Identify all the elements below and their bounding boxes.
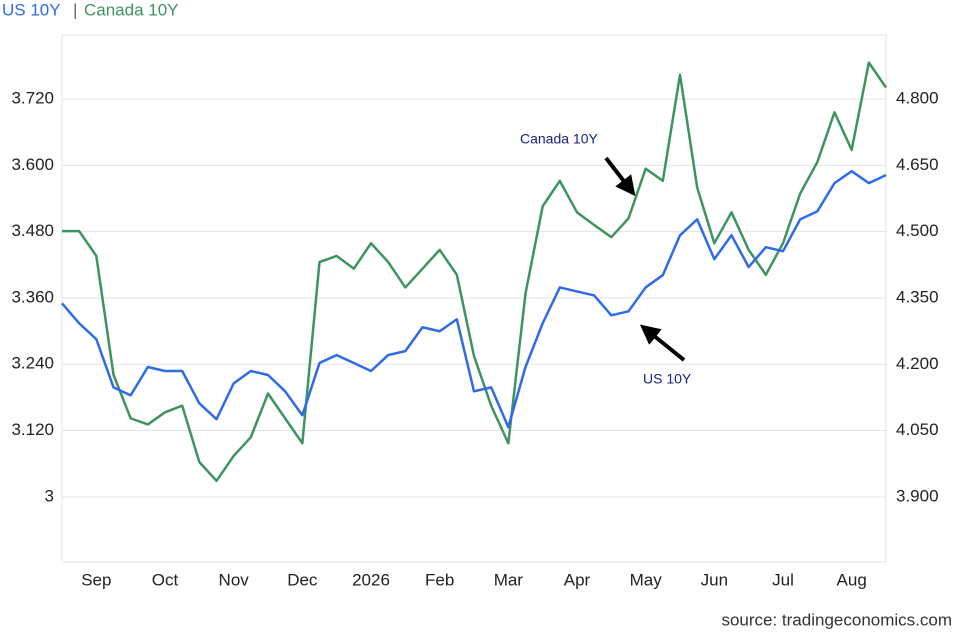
series-line [61,169,887,429]
y-tick-label: 3.720 [11,89,54,108]
x-tick-label: 2026 [352,570,390,589]
x-tick-label: Jun [701,570,728,589]
y2-tick-label: 4.050 [896,420,939,439]
grid [62,98,886,498]
y2-tick-label: 4.800 [896,89,939,108]
y2-tick-label: 4.350 [896,288,939,307]
lines [61,61,888,483]
y2-tick-label: 4.650 [896,155,939,174]
legend-us: US 10Y [2,0,61,19]
x-tick-label: Feb [425,570,454,589]
y-tick-label: 3.360 [11,287,54,306]
annotation: US 10Y [643,371,692,387]
annotation: Canada 10Y [520,131,599,147]
x-tick-label: Jul [772,570,794,589]
x-tick-label: Nov [219,570,250,589]
plot-frame [61,34,887,563]
y2-tick-label: 4.200 [896,354,939,373]
series-line [62,61,888,483]
y-tick-label: 3.240 [11,354,54,373]
y-tick-label: 3 [45,486,54,505]
x-tick-label: Dec [287,570,318,589]
x-tick-label: May [630,570,663,589]
source: source: tradingeconomics.com [721,610,952,629]
y-tick-label: 3.480 [11,221,54,240]
y2-tick-label: 4.500 [896,221,939,240]
y-tick-label: 3.600 [11,155,54,174]
x-tick-label: Mar [494,570,524,589]
x-tick-label: Aug [837,570,867,589]
x-tick-label: Sep [81,570,111,589]
y-tick-label: 3.120 [11,420,54,439]
legend-separator: | [73,0,77,19]
x-tick-label: Apr [564,570,591,589]
x-tick-label: Oct [152,570,179,589]
annotation-arrow [639,324,686,362]
y2-tick-label: 3.900 [896,486,939,505]
annotation-arrow [604,156,636,197]
legend-canada: Canada 10Y [84,0,179,19]
